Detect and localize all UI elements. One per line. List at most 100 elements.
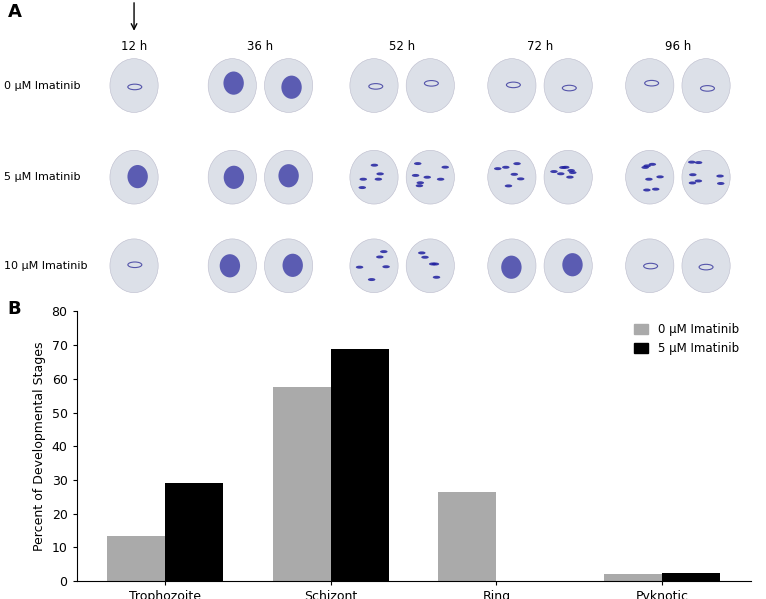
Ellipse shape bbox=[264, 59, 313, 113]
Ellipse shape bbox=[278, 164, 299, 187]
Circle shape bbox=[368, 278, 375, 281]
Ellipse shape bbox=[283, 254, 303, 277]
Y-axis label: Percent of Developmental Stages: Percent of Developmental Stages bbox=[33, 341, 46, 551]
Ellipse shape bbox=[208, 59, 257, 113]
Circle shape bbox=[494, 167, 502, 170]
Ellipse shape bbox=[208, 150, 257, 204]
Ellipse shape bbox=[110, 239, 158, 293]
Circle shape bbox=[688, 161, 696, 164]
Circle shape bbox=[689, 181, 696, 184]
Circle shape bbox=[695, 161, 702, 164]
Circle shape bbox=[424, 176, 431, 179]
Circle shape bbox=[358, 186, 366, 189]
Circle shape bbox=[441, 166, 449, 169]
Ellipse shape bbox=[110, 150, 158, 204]
Text: A: A bbox=[8, 3, 21, 21]
Circle shape bbox=[645, 178, 653, 181]
Text: 12 h: 12 h bbox=[121, 40, 147, 53]
Circle shape bbox=[641, 166, 649, 169]
Ellipse shape bbox=[544, 59, 592, 113]
Circle shape bbox=[414, 162, 421, 165]
Circle shape bbox=[417, 181, 424, 184]
Circle shape bbox=[649, 163, 656, 166]
Ellipse shape bbox=[406, 59, 454, 113]
Ellipse shape bbox=[626, 59, 674, 113]
Ellipse shape bbox=[224, 166, 244, 189]
Circle shape bbox=[695, 180, 702, 183]
Text: 5 μM Imatinib: 5 μM Imatinib bbox=[4, 172, 80, 182]
Ellipse shape bbox=[281, 75, 302, 99]
Circle shape bbox=[412, 174, 419, 177]
Ellipse shape bbox=[562, 253, 583, 276]
Circle shape bbox=[418, 252, 426, 255]
Circle shape bbox=[375, 178, 382, 181]
Circle shape bbox=[652, 187, 660, 190]
Bar bbox=[662, 573, 720, 581]
Ellipse shape bbox=[544, 150, 592, 204]
Circle shape bbox=[643, 189, 650, 192]
Ellipse shape bbox=[682, 59, 730, 113]
Circle shape bbox=[421, 256, 429, 259]
Legend: 0 μM Imatinib, 5 μM Imatinib: 0 μM Imatinib, 5 μM Imatinib bbox=[628, 317, 745, 361]
Text: 0 μM Imatinib: 0 μM Imatinib bbox=[4, 80, 80, 90]
Bar bbox=[438, 492, 496, 581]
Circle shape bbox=[433, 276, 440, 279]
Circle shape bbox=[550, 170, 558, 173]
Text: 10 μM Imatinib: 10 μM Imatinib bbox=[4, 261, 87, 271]
Circle shape bbox=[376, 255, 384, 258]
Ellipse shape bbox=[626, 150, 674, 204]
Circle shape bbox=[429, 262, 437, 265]
Ellipse shape bbox=[488, 239, 536, 293]
Text: 36 h: 36 h bbox=[247, 40, 273, 53]
Circle shape bbox=[416, 184, 423, 187]
Circle shape bbox=[559, 166, 567, 169]
Ellipse shape bbox=[626, 239, 674, 293]
Ellipse shape bbox=[127, 165, 148, 188]
Circle shape bbox=[382, 265, 390, 268]
Bar bbox=[604, 574, 662, 581]
Bar bbox=[107, 536, 165, 581]
Text: B: B bbox=[8, 300, 21, 317]
Ellipse shape bbox=[682, 150, 730, 204]
Circle shape bbox=[562, 166, 569, 169]
Ellipse shape bbox=[110, 59, 158, 113]
Ellipse shape bbox=[488, 150, 536, 204]
Bar bbox=[331, 349, 389, 581]
Ellipse shape bbox=[501, 256, 522, 279]
Circle shape bbox=[656, 176, 664, 179]
Circle shape bbox=[356, 266, 363, 269]
Ellipse shape bbox=[682, 239, 730, 293]
Bar bbox=[273, 388, 331, 581]
Circle shape bbox=[717, 182, 725, 185]
Circle shape bbox=[557, 173, 565, 176]
Bar bbox=[165, 483, 223, 581]
Text: 72 h: 72 h bbox=[527, 40, 553, 53]
Circle shape bbox=[517, 177, 525, 180]
Ellipse shape bbox=[350, 59, 398, 113]
Ellipse shape bbox=[264, 239, 313, 293]
Ellipse shape bbox=[208, 239, 257, 293]
Circle shape bbox=[437, 178, 444, 181]
Ellipse shape bbox=[406, 239, 454, 293]
Circle shape bbox=[505, 184, 512, 187]
Ellipse shape bbox=[350, 239, 398, 293]
Circle shape bbox=[513, 162, 521, 165]
Circle shape bbox=[566, 176, 574, 179]
Text: 96 h: 96 h bbox=[665, 40, 691, 53]
Circle shape bbox=[502, 166, 509, 169]
Circle shape bbox=[643, 164, 651, 167]
Circle shape bbox=[569, 171, 577, 174]
Circle shape bbox=[689, 173, 696, 176]
Ellipse shape bbox=[224, 71, 244, 95]
Circle shape bbox=[376, 173, 384, 176]
Ellipse shape bbox=[544, 239, 592, 293]
Circle shape bbox=[359, 178, 367, 181]
Circle shape bbox=[371, 164, 378, 167]
Circle shape bbox=[380, 250, 388, 253]
Ellipse shape bbox=[220, 254, 240, 277]
Circle shape bbox=[432, 262, 439, 265]
Ellipse shape bbox=[350, 150, 398, 204]
Circle shape bbox=[716, 174, 724, 177]
Ellipse shape bbox=[488, 59, 536, 113]
Text: 52 h: 52 h bbox=[389, 40, 415, 53]
